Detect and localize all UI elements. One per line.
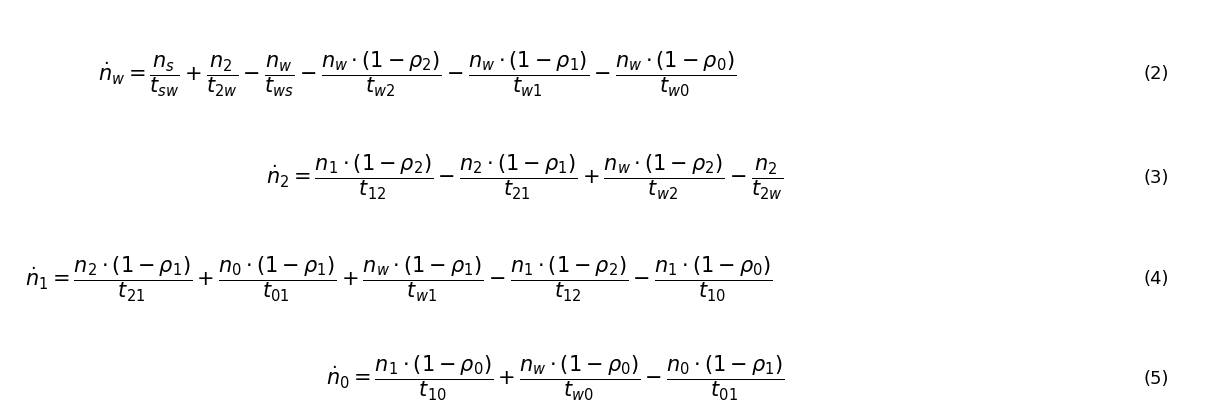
Text: $\dot{n}_2 = \dfrac{n_1 \cdot \left(1 - \rho_2\right)}{t_{12}} - \dfrac{n_2 \cdo: $\dot{n}_2 = \dfrac{n_1 \cdot \left(1 - … (267, 153, 783, 203)
Text: (2): (2) (1143, 65, 1169, 83)
Text: $\dot{n}_0 = \dfrac{n_1 \cdot \left(1 - \rho_0\right)}{t_{10}} + \dfrac{n_w \cdo: $\dot{n}_0 = \dfrac{n_1 \cdot \left(1 - … (327, 354, 785, 403)
Text: $\dot{n}_1 = \dfrac{n_2 \cdot \left(1 - \rho_1\right)}{t_{21}} + \dfrac{n_0 \cdo: $\dot{n}_1 = \dfrac{n_2 \cdot \left(1 - … (25, 255, 773, 304)
Text: (4): (4) (1143, 270, 1169, 289)
Text: (3): (3) (1143, 169, 1169, 187)
Text: $\dot{n}_w = \dfrac{n_s}{t_{sw}} + \dfrac{n_2}{t_{2w}} - \dfrac{n_w}{t_{ws}} - \: $\dot{n}_w = \dfrac{n_s}{t_{sw}} + \dfra… (98, 50, 736, 99)
Text: (5): (5) (1143, 370, 1169, 388)
